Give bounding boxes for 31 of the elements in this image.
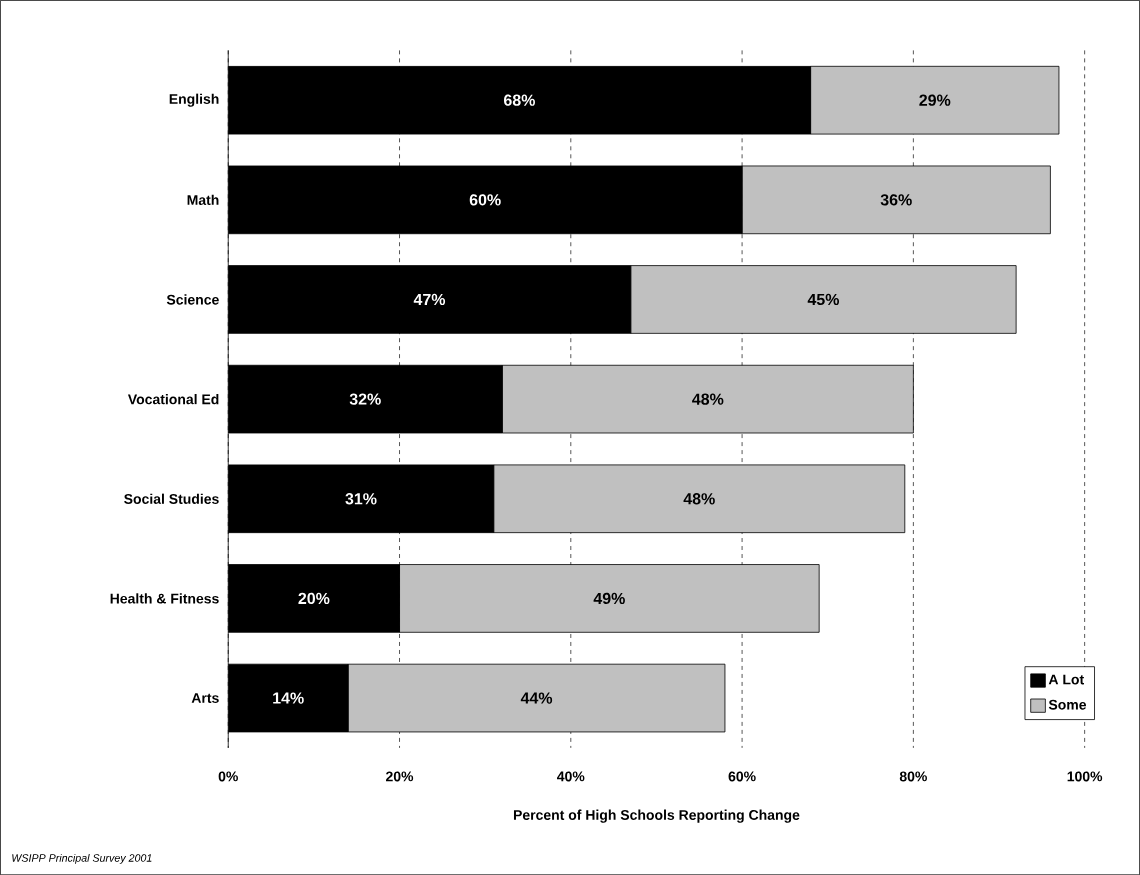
x-tick-label: 20%	[386, 771, 414, 782]
data-label: 48%	[692, 393, 724, 405]
data-label: 68%	[504, 94, 535, 106]
legend-label: Some	[1048, 699, 1087, 710]
y-tick-label: Arts	[191, 693, 219, 703]
data-label: 32%	[349, 393, 381, 405]
x-tick-label: 40%	[557, 771, 585, 782]
data-label: 44%	[520, 692, 553, 704]
data-label: 60%	[469, 194, 501, 206]
y-tick-label: Vocational Ed	[127, 393, 219, 405]
y-tick-label: Math	[187, 194, 219, 205]
data-label: 45%	[807, 293, 840, 306]
data-label: 49%	[593, 592, 625, 604]
text: WSIPP Principal Survey 2001	[12, 853, 152, 864]
x-tick-label: 80%	[899, 771, 927, 782]
y-tick-label: Health & Fitness	[110, 593, 219, 604]
x-tick-label: 0%	[218, 771, 238, 782]
data-label: 36%	[880, 194, 912, 206]
data-label: 14%	[273, 692, 304, 704]
data-label: 29%	[919, 94, 951, 106]
data-label: 48%	[683, 493, 715, 505]
x-tick-label: 100%	[1067, 771, 1103, 782]
y-tick-label: Social Studies	[124, 493, 219, 504]
y-tick-label: Science	[166, 294, 219, 305]
legend-label: A Lot	[1048, 674, 1084, 685]
data-label: 31%	[345, 493, 377, 505]
x-tick-label: 60%	[728, 771, 756, 782]
y-tick-label: English	[169, 93, 219, 107]
data-label: 20%	[298, 592, 330, 604]
x-axis-title: Percent of High Schools Reporting Change	[513, 809, 800, 823]
data-label: 47%	[413, 293, 446, 306]
